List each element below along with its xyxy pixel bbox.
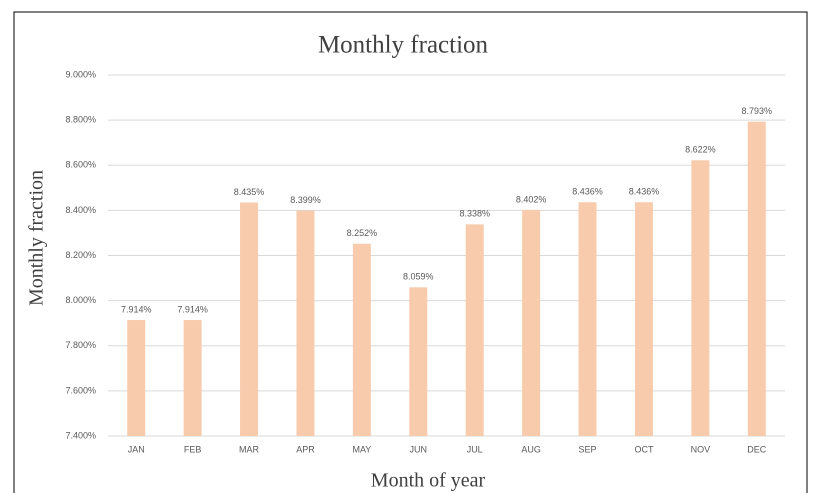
bar bbox=[352, 243, 371, 436]
data-label: 7.914% bbox=[121, 304, 152, 314]
x-tick-label: FEB bbox=[184, 444, 202, 454]
x-tick-label: OCT bbox=[634, 444, 654, 454]
y-tick-label: 9.000% bbox=[65, 69, 96, 79]
bar bbox=[240, 202, 259, 436]
bar bbox=[522, 209, 541, 436]
x-tick-label: AUG bbox=[521, 444, 541, 454]
bar bbox=[634, 202, 653, 436]
data-label: 8.338% bbox=[459, 209, 490, 219]
x-tick-label: APR bbox=[296, 444, 315, 454]
bar bbox=[578, 202, 597, 436]
data-label: 8.399% bbox=[290, 195, 321, 205]
x-tick-label: SEP bbox=[579, 444, 597, 454]
frame bbox=[13, 11, 808, 493]
x-tick-label: NOV bbox=[691, 444, 711, 454]
x-tick-label: MAR bbox=[239, 444, 260, 454]
data-label: 7.914% bbox=[177, 304, 208, 314]
data-label: 8.252% bbox=[347, 228, 378, 238]
bar bbox=[465, 224, 484, 436]
y-tick-label: 8.800% bbox=[65, 115, 96, 125]
y-tick-label: 7.800% bbox=[65, 340, 96, 350]
y-axis-label: Monthly fraction bbox=[26, 170, 48, 306]
y-tick-label: 8.400% bbox=[65, 205, 96, 215]
chart-title: Monthly fraction bbox=[318, 32, 489, 59]
bar bbox=[183, 320, 202, 436]
y-tick-label: 7.600% bbox=[65, 385, 96, 395]
x-tick-label: JUL bbox=[467, 444, 483, 454]
y-tick-label: 8.200% bbox=[65, 250, 96, 260]
data-label: 8.435% bbox=[234, 187, 265, 197]
bar bbox=[691, 160, 710, 436]
data-label: 8.436% bbox=[572, 187, 603, 197]
bar bbox=[409, 287, 428, 436]
x-axis-label: Month of year bbox=[371, 470, 486, 492]
data-label: 8.793% bbox=[742, 106, 773, 116]
bar bbox=[127, 320, 146, 436]
x-tick-label: DEC bbox=[747, 444, 767, 454]
y-tick-label: 8.600% bbox=[65, 160, 96, 170]
x-tick-label: JAN bbox=[128, 444, 145, 454]
bar bbox=[296, 210, 315, 436]
data-label: 8.402% bbox=[516, 194, 547, 204]
data-label: 8.436% bbox=[629, 187, 660, 197]
bar bbox=[747, 121, 766, 436]
y-tick-label: 8.000% bbox=[65, 295, 96, 305]
x-tick-label: MAY bbox=[352, 444, 371, 454]
x-tick-label: JUN bbox=[410, 444, 428, 454]
data-label: 8.622% bbox=[685, 145, 716, 155]
y-tick-label: 7.400% bbox=[65, 430, 96, 440]
data-label: 8.059% bbox=[403, 272, 434, 282]
